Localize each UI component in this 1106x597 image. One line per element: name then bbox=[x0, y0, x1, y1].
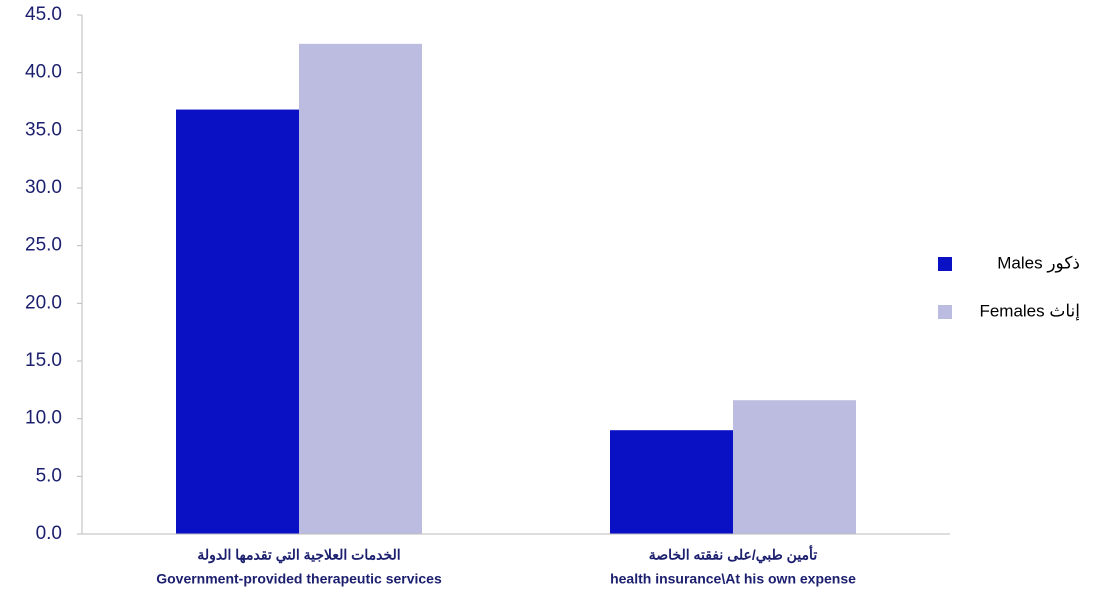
y-tick-label: 10.0 bbox=[25, 408, 62, 429]
bar bbox=[299, 43, 422, 534]
bar bbox=[176, 109, 299, 534]
y-tick-label: 5.0 bbox=[36, 465, 62, 486]
legend-swatch bbox=[938, 257, 952, 271]
legend-label: إناث Females bbox=[979, 301, 1080, 320]
y-tick-label: 40.0 bbox=[25, 62, 62, 83]
y-tick-label: 30.0 bbox=[25, 177, 62, 198]
y-tick-label: 0.0 bbox=[36, 523, 62, 544]
x-tick-label: health insurance\At his own expense bbox=[610, 571, 856, 587]
legend-swatch bbox=[938, 305, 952, 319]
y-tick-label: 25.0 bbox=[25, 235, 62, 256]
y-tick-label: 35.0 bbox=[25, 119, 62, 140]
legend-label: ذكور Males bbox=[997, 253, 1080, 273]
y-tick-label: 15.0 bbox=[25, 350, 62, 371]
y-tick-label: 45.0 bbox=[25, 4, 62, 25]
x-tick-label: Government-provided therapeutic services bbox=[156, 571, 442, 587]
x-tick-label: الخدمات العلاجية التي تقدمها الدولة bbox=[197, 547, 400, 564]
bar bbox=[610, 430, 733, 534]
x-tick-label: تأمين طبي/على نفقته الخاصة bbox=[649, 545, 818, 564]
bar bbox=[733, 400, 856, 534]
y-tick-label: 20.0 bbox=[25, 292, 62, 313]
